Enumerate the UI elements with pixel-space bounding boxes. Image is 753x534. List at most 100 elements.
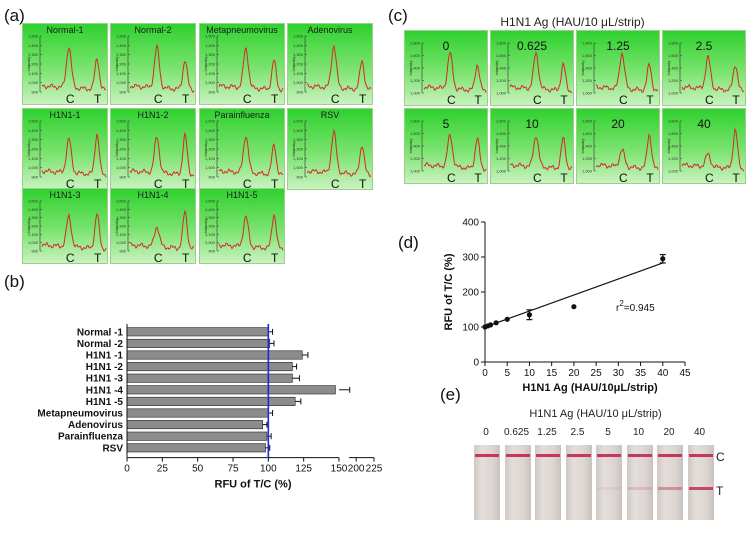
- spectrum-plot: 1,800 1,600 1,400 1,200 1,000 Intensity C T: [494, 41, 573, 106]
- y-tick-label: 1,300: [116, 52, 127, 57]
- data-point: [660, 256, 666, 262]
- c-line-label: C: [66, 177, 75, 190]
- x-tick-label: 45: [679, 368, 691, 379]
- y-tick-label: 1,400: [668, 144, 679, 149]
- y-tick-label: 1,400: [582, 66, 593, 71]
- test-strip: [535, 445, 561, 520]
- spectrum-trace: [509, 51, 573, 94]
- test-strip: [626, 445, 653, 520]
- test-band: [627, 487, 652, 490]
- t-line-label: T: [271, 92, 279, 105]
- category-label: Adenovirus: [68, 420, 123, 431]
- panel_c-tile: 1,800 1,600 1,400 1,200 1,000 Intensity C T 2.5: [662, 30, 746, 106]
- panel-e-c-label: C: [716, 450, 725, 464]
- panel_c-tile: 1,800 1,600 1,400 1,200 1,000 Intensity C T 40: [662, 108, 746, 184]
- x-tick-label: 10: [524, 368, 536, 379]
- panel-a-letter: (a): [4, 6, 25, 25]
- spectrum-plot: 1,500 1,400 1,300 1,200 1,100 1,000 900 Intensi…: [114, 119, 195, 189]
- x-tick-label: 30: [613, 368, 625, 379]
- y-tick-label: 1,600: [582, 53, 593, 58]
- y-tick-label: 1,600: [410, 53, 421, 58]
- y-tick-label: 1,100: [205, 232, 216, 237]
- y-tick-label: 1,100: [205, 156, 216, 161]
- spectrum-trace: [41, 212, 107, 253]
- y-tick-label: 1,400: [293, 43, 304, 48]
- t-line-label: T: [560, 93, 568, 106]
- y-tick-label: 900: [296, 175, 303, 180]
- x-tick-label: 200: [348, 464, 365, 475]
- y-tick-label: 1,200: [205, 62, 216, 67]
- spectrum-trace: [595, 133, 659, 172]
- control-band: [475, 454, 499, 457]
- y-tick-label: 1,200: [205, 224, 216, 229]
- y-axis-label: Intensity: [580, 139, 585, 154]
- y-tick-label: 1,200: [28, 224, 39, 229]
- panel-b-letter: (b): [4, 272, 25, 291]
- y-tick-label: 1,100: [28, 71, 39, 76]
- x-tick-label: 15: [546, 368, 558, 379]
- c-line-label: C: [154, 92, 163, 105]
- spectrum-plot: 1,800 1,600 1,400 1,200 1,000 Intensity C T: [666, 119, 745, 183]
- spectrum-plot: 1,500 1,400 1,300 1,200 1,100 1,000 900 Intensi…: [114, 199, 195, 263]
- y-tick-label: 0: [473, 358, 479, 369]
- strip-label: 0: [483, 427, 489, 438]
- spectrum-trace: [218, 136, 283, 177]
- y-axis-label: Intensity: [494, 61, 499, 76]
- x-tick-label: 150: [331, 464, 348, 475]
- tile-title: H1N1-2: [137, 110, 169, 120]
- y-tick-label: 1,100: [116, 71, 127, 76]
- test-band: [658, 487, 682, 490]
- spectrum-plot: 1,800 1,600 1,400 1,200 1,000 Intensity C T: [408, 41, 487, 105]
- bar: [126, 443, 266, 453]
- y-axis-label: Intensity: [114, 219, 119, 234]
- t-line-label: T: [94, 92, 102, 105]
- t-line-label: T: [646, 93, 654, 106]
- y-tick-label: 1,500: [205, 199, 216, 204]
- c-line-label: C: [619, 93, 628, 106]
- spectrum-plot: 1,500 1,400 1,300 1,200 1,100 1,000 900 Intensi…: [114, 34, 195, 105]
- spectrum-plot: 1,500 1,400 1,300 1,200 1,100 1,000 900 Intensi…: [291, 119, 372, 189]
- spectrum-plot: 1,800 1,600 1,400 1,200 1,000 Intensity C T: [580, 41, 659, 106]
- category-label: Normal -1: [77, 327, 124, 338]
- y-axis-label: Intensity: [408, 139, 413, 154]
- y-tick-label: 900: [31, 249, 38, 254]
- y-tick-label: 1,500: [28, 34, 39, 39]
- y-tick-label: 1,000: [205, 240, 216, 245]
- y-axis-label: Intensity: [203, 142, 208, 157]
- y-tick-label: 1,200: [668, 78, 679, 83]
- y-tick-label: 1,300: [116, 215, 127, 220]
- y-tick-label: 1,100: [116, 156, 127, 161]
- y-tick-label: 1,600: [668, 131, 679, 136]
- t-line-label: T: [94, 251, 102, 264]
- category-label: Metapneumovirus: [37, 409, 123, 420]
- tile-title: 5: [442, 117, 450, 131]
- y-tick-label: 1,000: [582, 91, 593, 96]
- y-tick-label: 1,300: [205, 137, 216, 142]
- tile-title: 2.5: [695, 39, 713, 53]
- spectrum-trace: [129, 209, 195, 252]
- y-axis-label: Intensity: [408, 61, 413, 76]
- tile-title: 0: [442, 39, 450, 53]
- y-tick-label: 1,000: [410, 169, 421, 174]
- tile-title: H1N1-3: [49, 190, 81, 200]
- panel_a-tile: 1,500 1,400 1,300 1,200 1,100 1,000 900 Intensi…: [110, 23, 196, 105]
- y-tick-label: 1,000: [582, 169, 593, 174]
- data-point: [526, 312, 533, 318]
- y-tick-label: 1,600: [410, 131, 421, 136]
- y-tick-label: 1,000: [116, 165, 127, 170]
- strip-label: 2.5: [570, 427, 585, 438]
- test-strip: [504, 445, 531, 520]
- y-tick-label: 1,800: [582, 41, 593, 46]
- y-tick-label: 1,300: [28, 52, 39, 57]
- test-strip: [687, 445, 714, 520]
- y-tick-label: 1,800: [496, 41, 507, 46]
- data-point: [493, 320, 499, 326]
- category-label: H1N1 -2: [86, 362, 124, 373]
- t-line-label: T: [182, 92, 190, 105]
- y-tick-label: 1,400: [116, 128, 127, 133]
- control-band: [597, 454, 621, 457]
- y-tick-label: 1,400: [28, 128, 39, 133]
- x-tick-label: 25: [157, 464, 169, 475]
- category-label: H1N1 -1: [86, 351, 124, 362]
- control-band: [566, 454, 591, 457]
